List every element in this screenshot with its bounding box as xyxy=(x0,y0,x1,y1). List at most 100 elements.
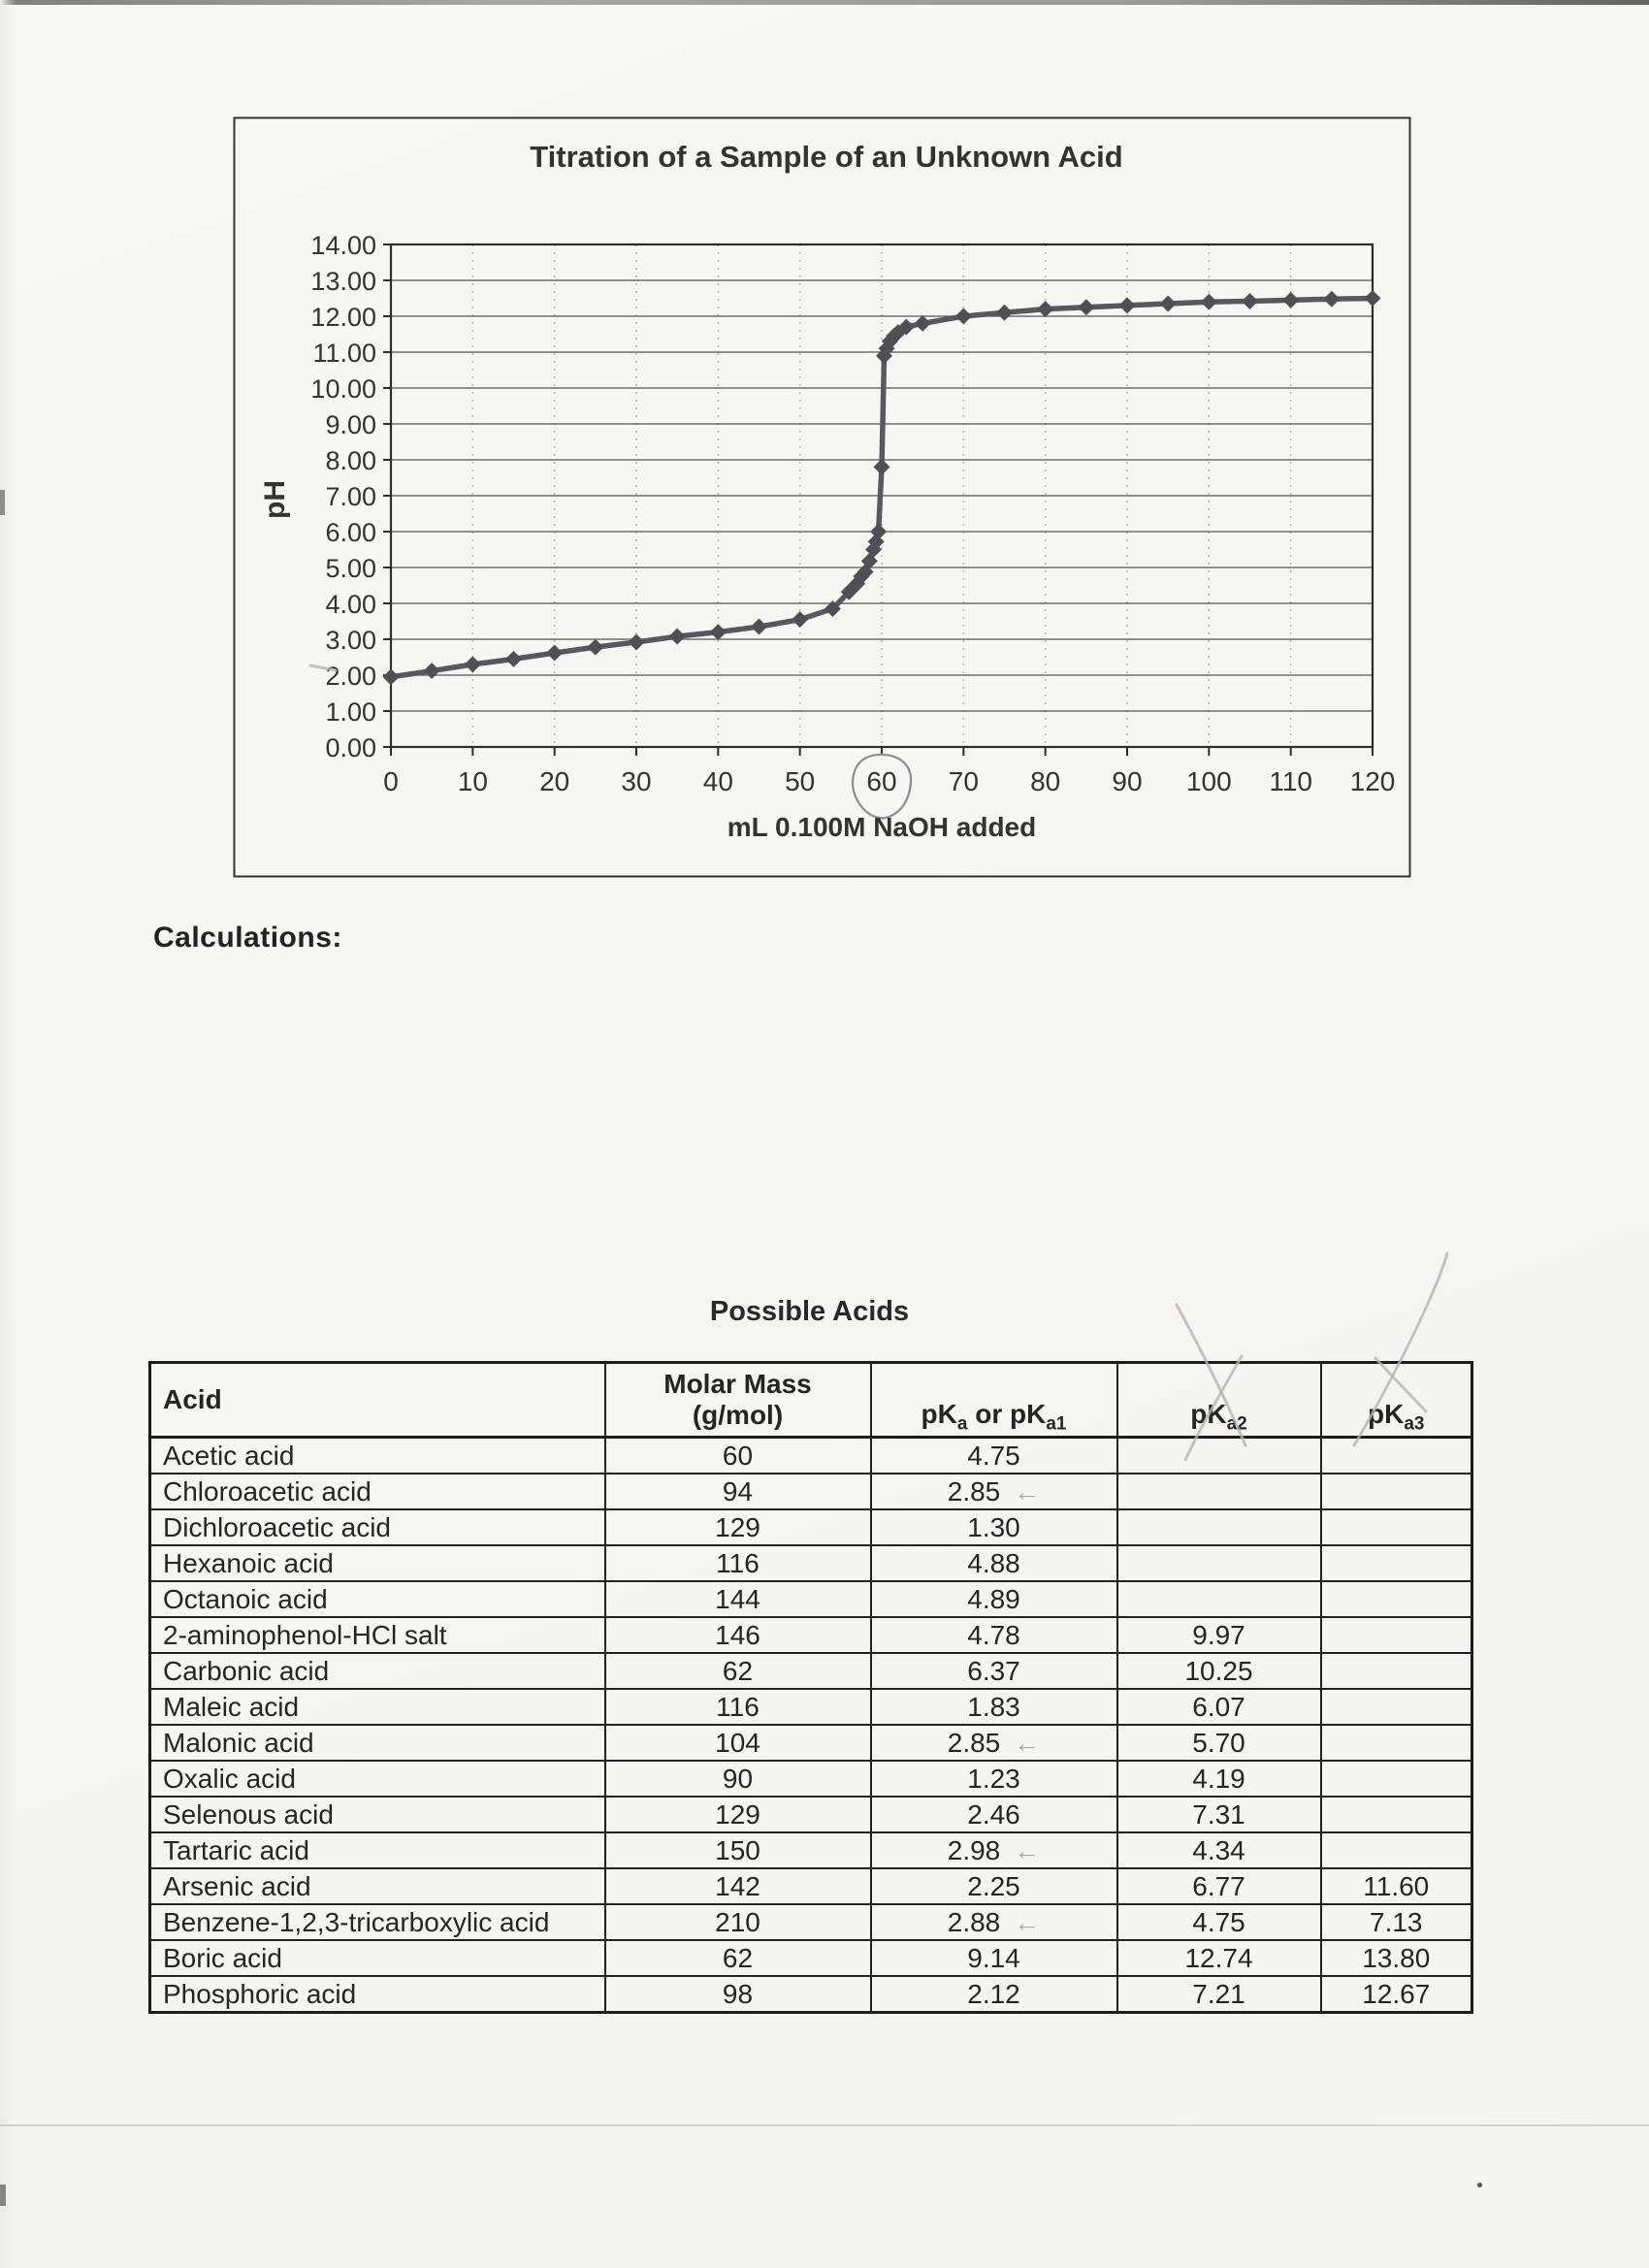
pka1-value: 2.85 xyxy=(947,1475,1001,1507)
pka3-cell xyxy=(1319,1760,1473,1798)
y-tick-label: 11.00 xyxy=(312,339,376,368)
pencil-arrow-mark: ← xyxy=(1014,1476,1041,1507)
molar-mass-cell: 116 xyxy=(603,1544,872,1582)
data-point-marker xyxy=(668,628,686,645)
data-point-marker xyxy=(1242,292,1258,309)
data-point-marker xyxy=(824,600,841,618)
pencil-arrow-mark: ← xyxy=(1014,1907,1041,1937)
acid-name-cell: 2-aminophenol-HCl salt xyxy=(148,1616,606,1654)
y-tick-label: 4.00 xyxy=(325,590,376,619)
scan-artifact-crease xyxy=(0,2124,1649,2126)
pka1-value: 4.89 xyxy=(967,1583,1020,1614)
header-molar-mass: Molar Mass (g/mol) xyxy=(603,1361,872,1439)
scan-artifact-dot xyxy=(1477,2183,1482,2187)
data-point-marker xyxy=(1200,293,1217,310)
pka1-cell: 2.12 xyxy=(869,1975,1118,2014)
acid-name-cell: Chloroacetic acid xyxy=(148,1473,606,1510)
x-axis-label: mL 0.100M NaOH added xyxy=(728,812,1036,842)
data-point-marker xyxy=(1037,301,1054,318)
table-header-row: Acid Molar Mass (g/mol) pKa or pKa1 pKa2 … xyxy=(148,1361,1473,1439)
acid-name-cell: Malonic acid xyxy=(148,1724,606,1762)
x-tick-label: 110 xyxy=(1269,766,1312,796)
chart-outer-border xyxy=(233,116,1411,878)
x-tick-label: 30 xyxy=(621,766,651,796)
acids-table-body: Acetic acid 60 4.75 Chloroacetic acid 94 2.85… xyxy=(148,1436,1473,2014)
data-point-marker xyxy=(873,458,890,475)
data-point-marker xyxy=(860,552,878,569)
y-tick-label: 2.00 xyxy=(325,662,376,691)
acid-name-cell: Carbonic acid xyxy=(148,1652,606,1690)
molar-mass-cell: 104 xyxy=(603,1724,872,1762)
data-point-marker xyxy=(709,624,727,641)
pka1-cell: 1.23 xyxy=(869,1760,1118,1798)
table-row: Dichloroacetic acid 129 1.30 xyxy=(148,1508,1473,1546)
y-axis-label: pH xyxy=(259,480,291,519)
pka3-cell xyxy=(1319,1652,1473,1690)
y-tick-label: 6.00 xyxy=(325,518,376,547)
table-row: Boric acid 62 9.14 12.74 13.80 xyxy=(148,1939,1473,1977)
pka1-value: 4.88 xyxy=(967,1547,1020,1578)
pka2-cell: 10.25 xyxy=(1116,1652,1322,1690)
pka1-cell: 4.89 xyxy=(869,1580,1118,1618)
pka2-cell xyxy=(1116,1508,1322,1546)
pka3-cell xyxy=(1319,1796,1473,1833)
molar-mass-cell: 150 xyxy=(603,1831,872,1869)
molar-mass-cell: 62 xyxy=(603,1939,872,1977)
table-row: Maleic acid 116 1.83 6.07 xyxy=(148,1688,1473,1726)
data-point-marker xyxy=(505,650,522,667)
pka1-cell: 6.37 xyxy=(869,1652,1118,1690)
molar-mass-cell: 144 xyxy=(603,1580,872,1618)
acid-name-cell: Octanoic acid xyxy=(148,1580,606,1618)
pka3-cell xyxy=(1319,1544,1473,1582)
pka2-cell: 9.97 xyxy=(1116,1616,1322,1654)
table-row: Malonic acid 104 2.85 ← 5.70 xyxy=(148,1724,1473,1762)
pka1-value: 4.78 xyxy=(967,1619,1020,1650)
x-tick-label: 20 xyxy=(539,766,569,796)
data-point-marker xyxy=(1118,297,1136,314)
pka1-cell: 4.75 xyxy=(869,1436,1118,1474)
pka2-cell xyxy=(1116,1544,1322,1582)
scan-artifact-dash xyxy=(0,490,5,515)
molar-mass-cell: 129 xyxy=(603,1796,872,1833)
pka2-cell: 7.31 xyxy=(1116,1796,1322,1833)
calculations-heading: Calculations: xyxy=(153,922,342,954)
pka1-value: 4.75 xyxy=(967,1440,1020,1471)
data-point-marker xyxy=(1078,299,1095,316)
pka3-cell: 7.13 xyxy=(1319,1903,1473,1941)
data-point-marker xyxy=(587,638,604,656)
pka1-value: 6.37 xyxy=(967,1655,1020,1686)
pka1-cell: 9.14 xyxy=(869,1939,1118,1977)
pka1-value: 1.83 xyxy=(967,1691,1020,1722)
table-row: Phosphoric acid 98 2.12 7.21 12.67 xyxy=(148,1975,1473,2014)
pka2-cell xyxy=(1116,1436,1322,1474)
pka3-cell xyxy=(1319,1473,1473,1510)
x-tick-label: 90 xyxy=(1112,766,1142,796)
table-row: Selenous acid 129 2.46 7.31 xyxy=(148,1796,1473,1833)
pka1-value: 2.88 xyxy=(947,1906,1001,1937)
x-tick-label: 0 xyxy=(383,766,399,796)
pka1-value: 1.23 xyxy=(967,1763,1020,1794)
x-tick-label: 70 xyxy=(949,766,979,796)
pka2-cell: 5.70 xyxy=(1116,1724,1322,1762)
pka2-cell: 4.75 xyxy=(1116,1903,1322,1941)
molar-mass-cell: 90 xyxy=(603,1760,872,1798)
pka3-cell xyxy=(1319,1436,1473,1474)
header-pka3: pKa3 xyxy=(1319,1361,1473,1439)
pka3-cell: 13.80 xyxy=(1319,1939,1473,1977)
data-point-marker xyxy=(954,308,972,325)
pka3-cell xyxy=(1319,1580,1473,1618)
data-point-marker xyxy=(628,633,645,651)
data-point-marker xyxy=(1323,290,1341,308)
titration-chart: 0 10 20 30 40 50 60 70 80 90 100 110 120 0.00 1.00 2.00… xyxy=(233,116,1411,878)
data-point-marker xyxy=(897,318,915,336)
pka1-cell: 2.46 xyxy=(869,1796,1118,1833)
x-tick-label: 60 xyxy=(866,766,896,796)
header-pka1: pKa or pKa1 xyxy=(869,1361,1118,1439)
y-tick-label: 0.00 xyxy=(325,733,376,762)
pka1-cell: 4.78 xyxy=(869,1616,1118,1654)
molar-mass-cell: 94 xyxy=(603,1473,872,1510)
pka1-cell: 2.85 ← xyxy=(869,1473,1118,1510)
pka1-value: 2.12 xyxy=(967,1978,1020,2009)
table-row: Tartaric acid 150 2.98 ← 4.34 xyxy=(148,1831,1473,1869)
pka3-cell: 11.60 xyxy=(1319,1867,1473,1905)
